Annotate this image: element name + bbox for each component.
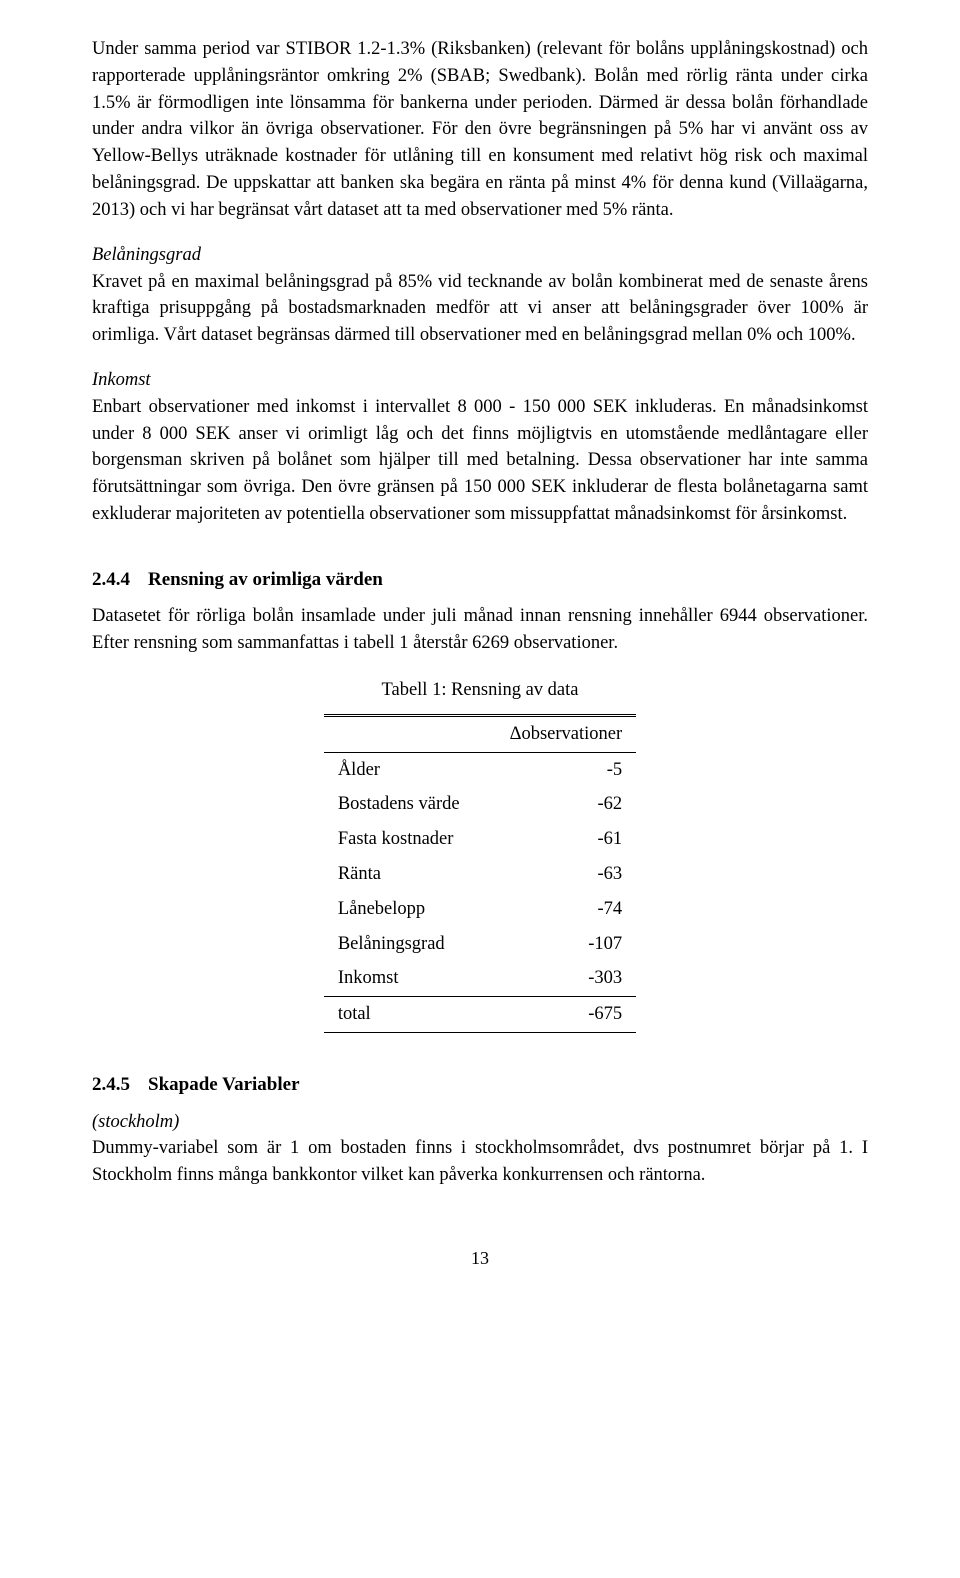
paragraph-2-4-4: Datasetet för rörliga bolån insamlade un…: [92, 603, 868, 657]
table-row: Fasta kostnader -61: [324, 822, 636, 857]
page-number: 13: [92, 1245, 868, 1271]
table-row: Bostadens värde -62: [324, 787, 636, 822]
heading-2-4-4-title: Rensning av orimliga värden: [148, 569, 383, 590]
paragraph-belaningsgrad: Kravet på en maximal belåningsgrad på 85…: [92, 269, 868, 349]
paragraph-intro: Under samma period var STIBOR 1.2-1.3% (…: [92, 36, 868, 224]
table-row: Belåningsgrad -107: [324, 927, 636, 962]
label-inkomst: Inkomst: [92, 367, 868, 394]
table-cell-label: Belåningsgrad: [324, 927, 474, 962]
paragraph-stockholm: Dummy-variabel som är 1 om bostaden finn…: [92, 1135, 868, 1189]
table-row: Lånebelopp -74: [324, 892, 636, 927]
heading-2-4-4-number: 2.4.4: [92, 569, 130, 590]
table-row: Ränta -63: [324, 857, 636, 892]
table-cell-label: Inkomst: [324, 961, 474, 996]
table-cell-label: Fasta kostnader: [324, 822, 474, 857]
table-row: Inkomst -303: [324, 961, 636, 996]
heading-2-4-4: 2.4.4 Rensning av orimliga värden: [92, 566, 868, 594]
table-cell-value: -63: [474, 857, 637, 892]
table-cell-total-value: -675: [474, 997, 637, 1033]
table-cell-value: -62: [474, 787, 637, 822]
table-cell-label: Ränta: [324, 857, 474, 892]
table-cell-value: -61: [474, 822, 637, 857]
heading-2-4-5: 2.4.5 Skapade Variabler: [92, 1071, 868, 1099]
table-header-blank: [324, 715, 474, 752]
label-stockholm: (stockholm): [92, 1109, 868, 1136]
table-cell-label: Bostadens värde: [324, 787, 474, 822]
table-cell-value: -107: [474, 927, 637, 962]
table-cell-label: Ålder: [324, 752, 474, 787]
table-cell-value: -74: [474, 892, 637, 927]
label-belaningsgrad: Belåningsgrad: [92, 242, 868, 269]
table-rensning: Δobservationer Ålder -5 Bostadens värde …: [324, 714, 636, 1033]
table-cell-label: Lånebelopp: [324, 892, 474, 927]
table-cell-value: -303: [474, 961, 637, 996]
table-row: Ålder -5: [324, 752, 636, 787]
table-row-total: total -675: [324, 997, 636, 1033]
table-cell-total-label: total: [324, 997, 474, 1033]
table-header-row: Δobservationer: [324, 715, 636, 752]
table-header-delta: Δobservationer: [474, 715, 637, 752]
heading-2-4-5-number: 2.4.5: [92, 1074, 130, 1095]
table-cell-value: -5: [474, 752, 637, 787]
paragraph-inkomst: Enbart observationer med inkomst i inter…: [92, 394, 868, 528]
table-caption: Tabell 1: Rensning av data: [92, 677, 868, 704]
heading-2-4-5-title: Skapade Variabler: [148, 1074, 300, 1095]
page-container: Under samma period var STIBOR 1.2-1.3% (…: [0, 0, 960, 1311]
